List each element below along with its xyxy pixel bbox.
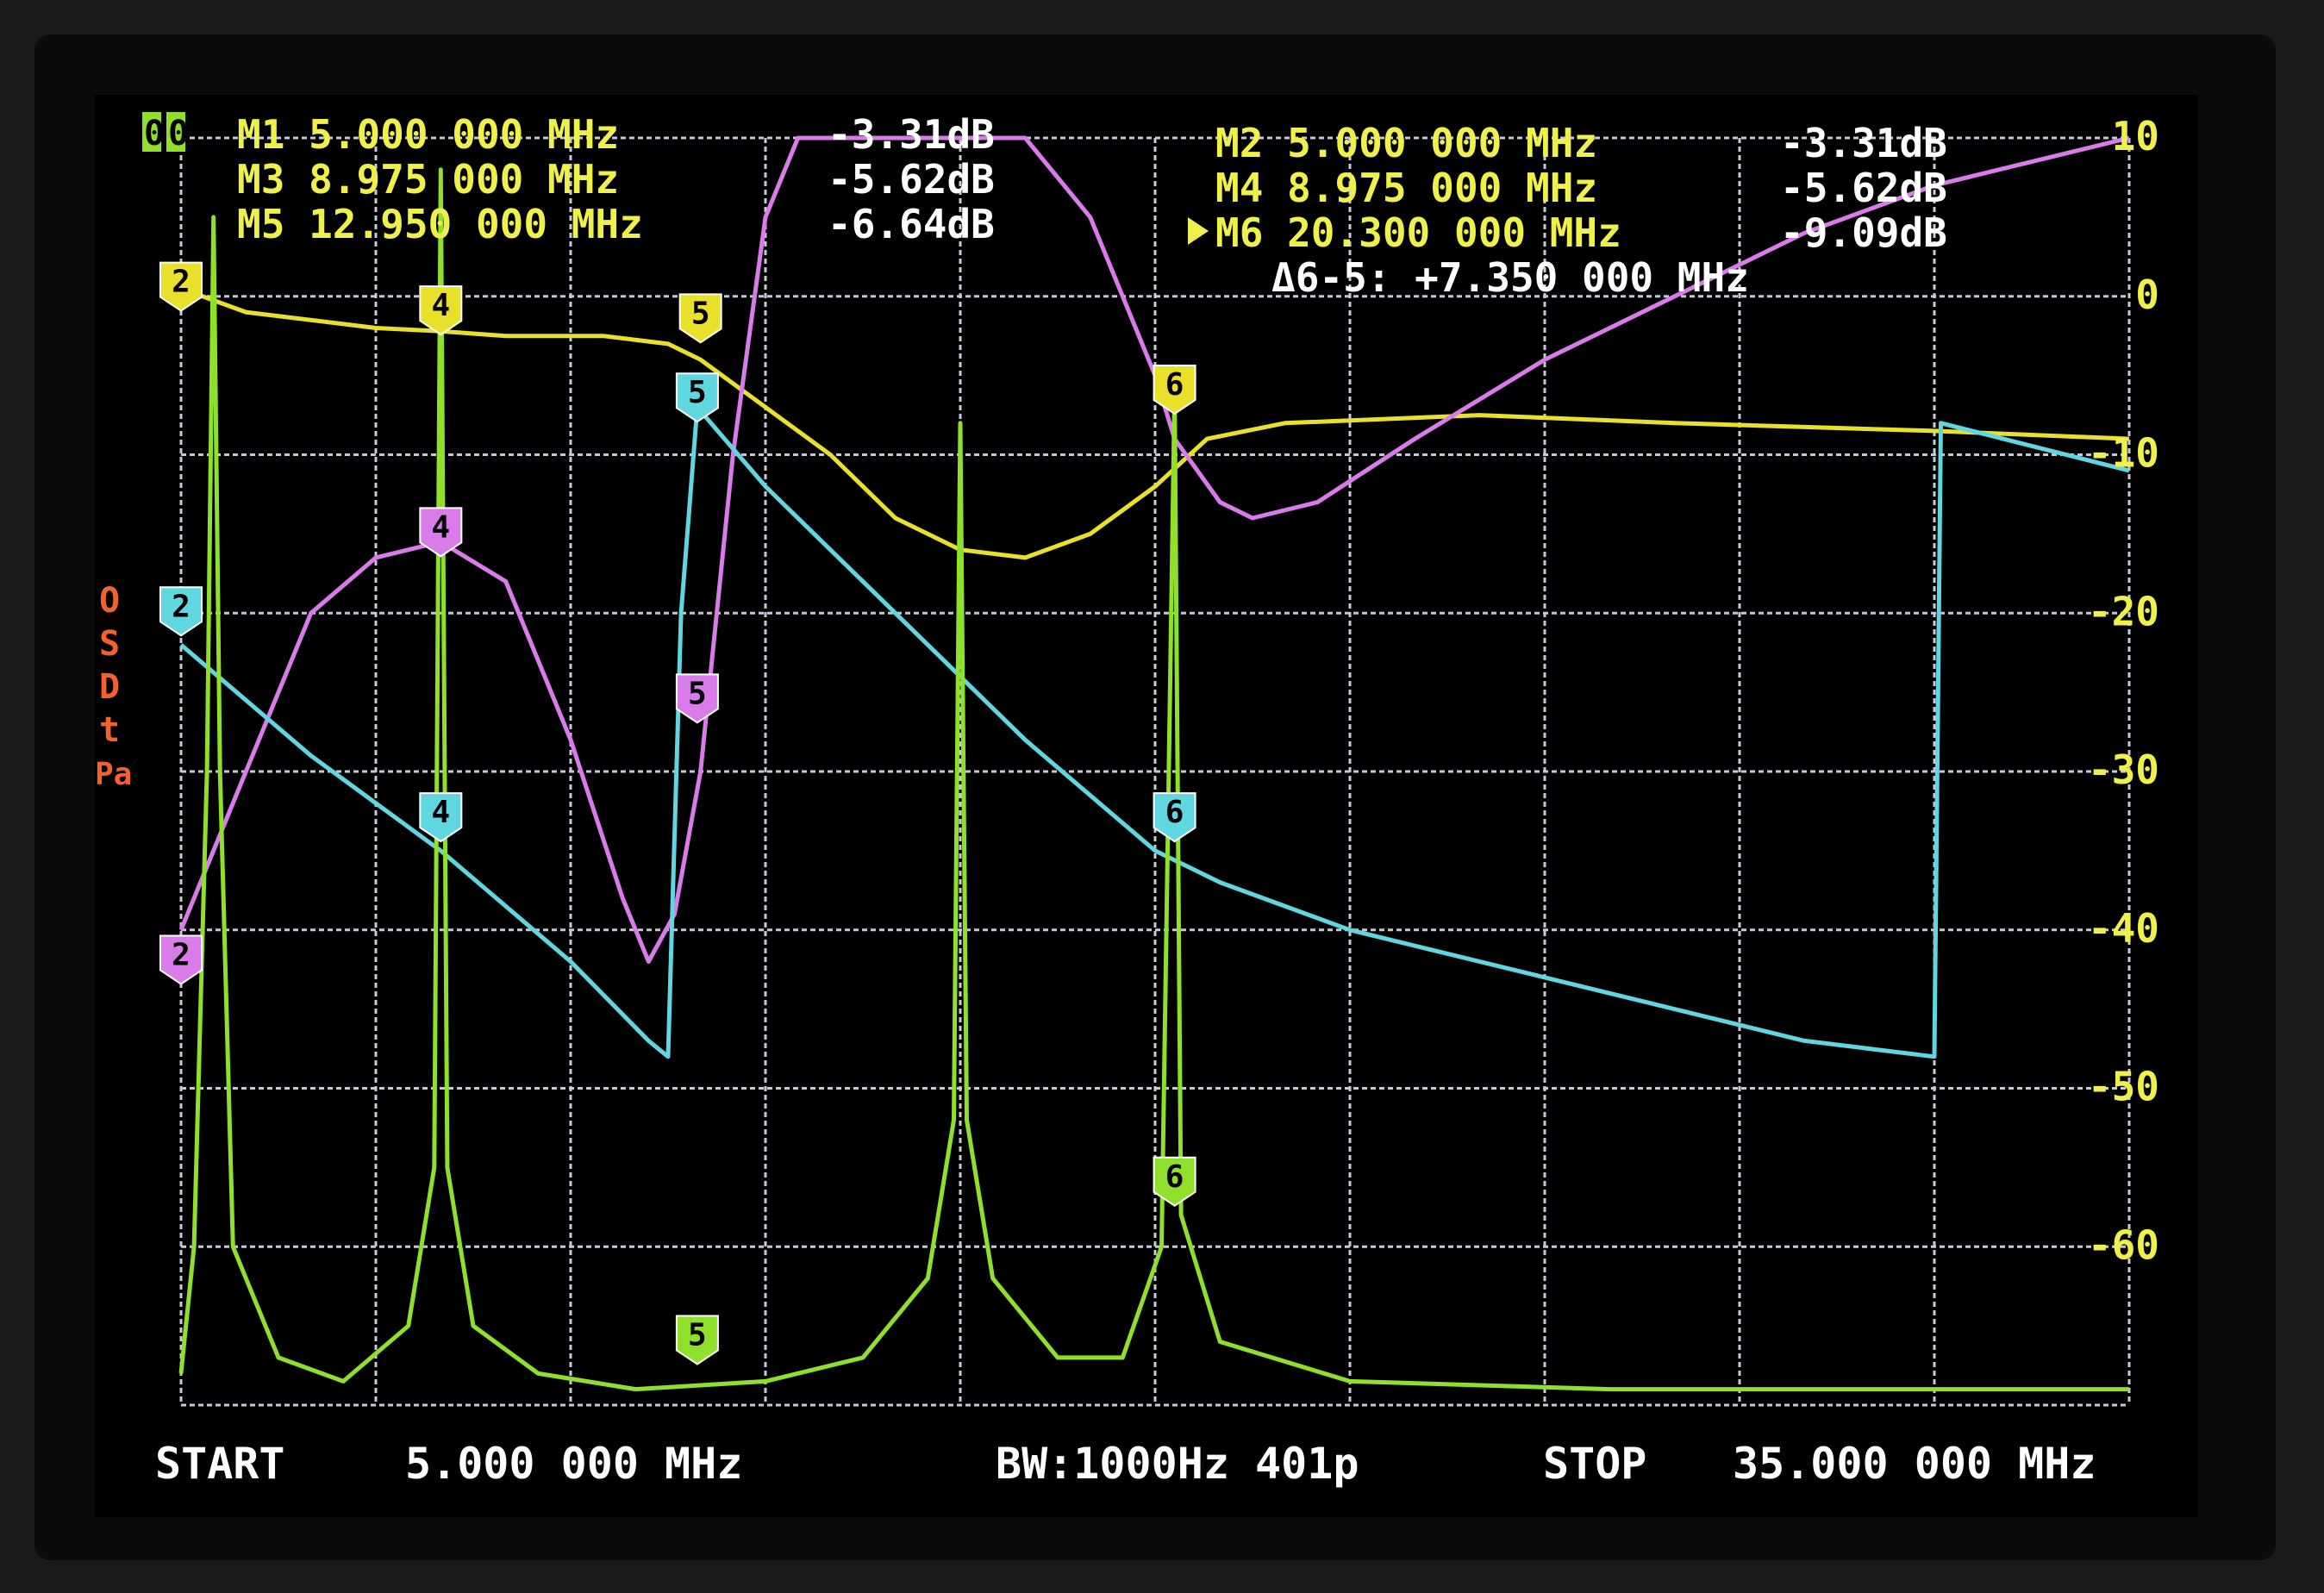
- marker-m4-label: M4 8.975 000 MHz: [1215, 165, 1597, 211]
- marker-tag-shape: [1153, 792, 1196, 843]
- marker-tag-shape: [675, 673, 719, 724]
- marker-tag-shape: [678, 293, 722, 344]
- status-letters: O S D t Pa: [95, 581, 132, 792]
- start-label: START: [155, 1439, 285, 1489]
- marker-tag-number: 6: [1165, 367, 1184, 403]
- marker-tag-shape: [159, 934, 203, 985]
- marker-tag-4: 4: [419, 507, 463, 558]
- delta-readout: Δ6-5: +7.350 000 MHz: [1271, 254, 1749, 301]
- status-letter-o: O: [99, 581, 120, 621]
- marker-tag-number: 5: [688, 1318, 707, 1353]
- marker-tag-6: 6: [1153, 1156, 1196, 1207]
- trace-3-line: [179, 404, 2130, 1059]
- y-tick-label: 10: [2112, 113, 2159, 159]
- marker-m1-value: -3.31dB: [828, 111, 995, 158]
- marker-m3-label: M3 8.975 000 MHz: [237, 156, 619, 203]
- marker-m5-value: -6.64dB: [828, 201, 995, 247]
- marker-tag-5: 5: [675, 372, 719, 423]
- marker-tag-shape: [675, 372, 719, 423]
- marker-tag-number: 2: [172, 265, 191, 300]
- marker-tag-2: 2: [159, 586, 203, 637]
- start-value: 5.000 000 MHz: [405, 1439, 742, 1489]
- grid: [179, 136, 2131, 1407]
- marker-m2-value: -3.31dB: [1780, 120, 1947, 166]
- marker-tag-shape: [1153, 365, 1196, 415]
- marker-tag-shape: [159, 261, 203, 312]
- marker-tag-number: 6: [1165, 795, 1184, 830]
- status-letter-pa: Pa: [95, 757, 132, 792]
- y-tick-label: 0: [2135, 272, 2159, 318]
- status-letter-s: S: [99, 624, 120, 664]
- marker-tag-number: 6: [1165, 1159, 1184, 1195]
- y-tick-label: -30: [2088, 747, 2159, 793]
- channel-indicator-1: 0: [144, 114, 165, 153]
- marker-m6-value: -9.09dB: [1780, 209, 1947, 256]
- stop-value: 35.000 000 MHz: [1733, 1439, 2096, 1489]
- channel-indicator-2: 0: [168, 114, 189, 153]
- y-tick-label: -60: [2088, 1221, 2159, 1268]
- marker-readouts-left: M1 5.000 000 MHz -3.31dB M3 8.975 000 MH…: [237, 111, 995, 247]
- marker-tag-number: 2: [172, 938, 191, 973]
- marker-tag-6: 6: [1153, 365, 1196, 415]
- marker-tag-shape: [159, 586, 203, 637]
- marker-tag-4: 4: [419, 285, 463, 336]
- marker-tag-number: 5: [691, 296, 710, 331]
- status-letter-t: t: [99, 710, 120, 750]
- marker-tag-shape: [419, 792, 463, 843]
- y-tick-label: -40: [2088, 905, 2159, 952]
- y-tick-label: -10: [2088, 430, 2159, 477]
- vna-screen: 2 4 5 6 2 4 5 2 4 5 6 5 6 10 0 -10 -20 -30 -40 -50 -60 0 0 …: [95, 95, 2198, 1517]
- marker-tag-5: 5: [675, 1315, 719, 1365]
- marker-m4-value: -5.62dB: [1780, 165, 1947, 211]
- y-tick-label: -20: [2088, 588, 2159, 634]
- marker-tag-2: 2: [159, 261, 203, 312]
- channel-indicator-1-box: [142, 112, 161, 152]
- marker-tag-number: 4: [431, 288, 450, 323]
- marker-m6-label: M6 20.300 000 MHz: [1215, 209, 1621, 256]
- marker-tag-4: 4: [419, 792, 463, 843]
- marker-tag-5: 5: [678, 293, 722, 344]
- footer: START 5.000 000 MHz BW:1000Hz 401p STOP …: [155, 1439, 2096, 1489]
- marker-tag-number: 4: [431, 795, 450, 830]
- active-marker-arrow-icon: [1188, 217, 1209, 245]
- vna-chart: 2 4 5 6 2 4 5 2 4 5 6 5 6 10 0 -10 -20 -30 -40 -50 -60 0 0 …: [95, 111, 2159, 1489]
- marker-tags: 2 4 5 6 2 4 5 2 4 5 6 5 6: [159, 261, 1196, 1365]
- marker-readouts-right: M2 5.000 000 MHz -3.31dB M4 8.975 000 MH…: [1188, 120, 1947, 301]
- marker-m1-label: M1 5.000 000 MHz: [237, 111, 619, 158]
- marker-tag-shape: [1153, 1156, 1196, 1207]
- y-tick-label: -50: [2088, 1064, 2159, 1110]
- marker-tag-5: 5: [675, 673, 719, 724]
- marker-m3-value: -5.62dB: [828, 156, 995, 203]
- marker-tag-shape: [419, 285, 463, 336]
- trace-2-line: [178, 135, 2130, 964]
- marker-tag-number: 2: [172, 589, 191, 624]
- marker-tag-shape: [675, 1315, 719, 1365]
- marker-tag-number: 5: [688, 375, 707, 410]
- marker-tag-number: 5: [688, 676, 707, 711]
- marker-tag-2: 2: [159, 934, 203, 985]
- marker-tag-shape: [419, 507, 463, 558]
- marker-m2-label: M2 5.000 000 MHz: [1215, 120, 1597, 166]
- bandwidth-readout: BW:1000Hz 401p: [996, 1439, 1359, 1489]
- y-tick-labels: 10 0 -10 -20 -30 -40 -50 -60: [2088, 113, 2159, 1268]
- stop-label: STOP: [1543, 1439, 1646, 1489]
- trace-1-line: [180, 286, 2130, 560]
- status-letter-d: D: [99, 667, 120, 707]
- channel-indicators: 0 0: [142, 112, 189, 153]
- channel-indicator-2-box: [166, 112, 185, 152]
- marker-tag-6: 6: [1153, 792, 1196, 843]
- marker-tag-number: 4: [431, 509, 450, 545]
- marker-m5-label: M5 12.950 000 MHz: [237, 201, 643, 247]
